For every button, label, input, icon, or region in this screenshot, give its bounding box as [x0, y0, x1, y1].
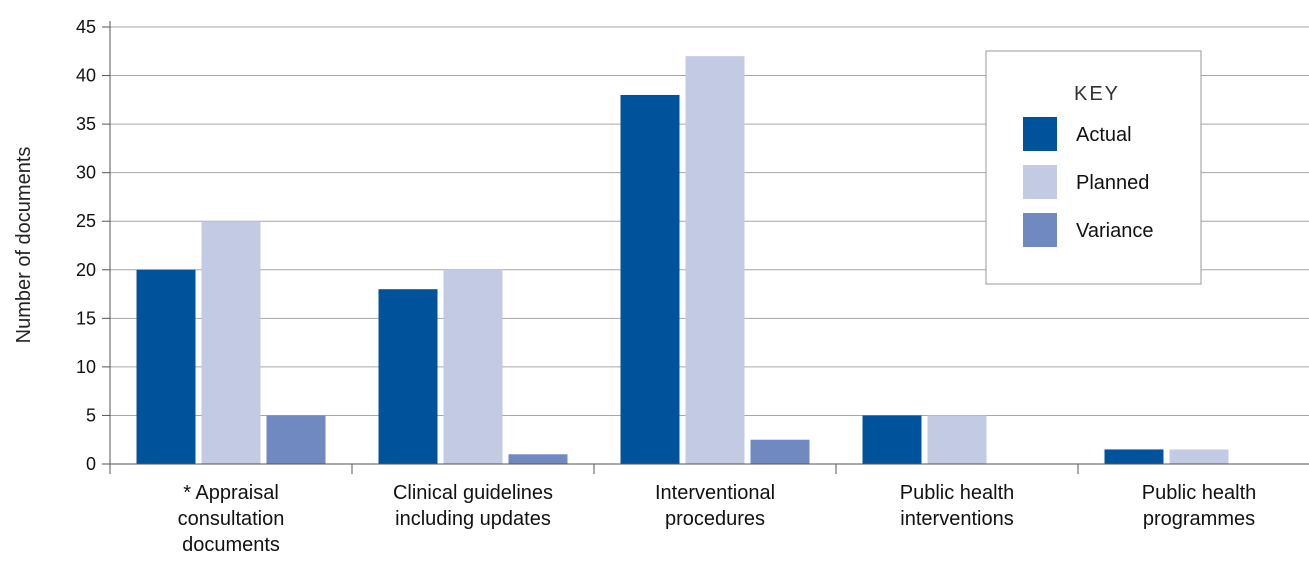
legend-swatch-variance — [1023, 213, 1057, 247]
bar-planned-0 — [201, 221, 261, 464]
x-category-label: including updates — [395, 508, 551, 530]
x-category-label: Public health — [1142, 482, 1257, 504]
bar-actual-0 — [136, 269, 196, 464]
legend-items: Actual Planned Variance — [1023, 117, 1153, 247]
x-category-label: interventions — [900, 508, 1013, 530]
legend-label-variance: Variance — [1076, 220, 1153, 242]
axes — [102, 21, 1309, 474]
bar-actual-1 — [378, 289, 438, 464]
legend-swatch-planned — [1023, 165, 1057, 199]
bar-variance-2 — [750, 439, 810, 464]
y-tick-label: 25 — [76, 211, 96, 231]
x-category-labels: * Appraisal consultation documents Clinical… — [178, 482, 1257, 556]
x-category-label: consultation — [178, 508, 285, 530]
y-tick-label: 5 — [86, 405, 96, 425]
bar-planned-1 — [443, 269, 503, 464]
y-tick-label: 45 — [76, 17, 96, 37]
legend: KEY Actual Planned Variance — [985, 50, 1202, 285]
y-tick-label: 15 — [76, 308, 96, 328]
bar-variance-0 — [266, 415, 326, 464]
legend-title: KEY — [1074, 83, 1120, 105]
x-category-label: Interventional — [655, 482, 775, 504]
x-category-label: Public health — [900, 482, 1015, 504]
bar-actual-2 — [620, 94, 680, 464]
bar-planned-3 — [927, 415, 987, 464]
bars — [136, 56, 1229, 465]
legend-label-actual: Actual — [1076, 124, 1132, 146]
y-tick-label: 0 — [86, 454, 96, 474]
bar-planned-2 — [685, 56, 745, 465]
x-category-label: * Appraisal — [183, 482, 279, 504]
y-tick-label: 35 — [76, 114, 96, 134]
x-category-label: Clinical guidelines — [393, 482, 553, 504]
y-tick-label: 40 — [76, 66, 96, 86]
legend-box — [985, 50, 1202, 285]
bar-actual-3 — [862, 415, 922, 464]
bar-variance-1 — [508, 454, 568, 464]
y-tick-label: 10 — [76, 357, 96, 377]
y-tick-labels: 0 5 10 15 20 25 30 35 40 45 — [76, 17, 96, 474]
legend-label-planned: Planned — [1076, 172, 1149, 194]
x-category-label: documents — [182, 534, 280, 556]
y-tick-label: 30 — [76, 163, 96, 183]
bar-actual-4 — [1104, 449, 1164, 464]
y-tick-label: 20 — [76, 260, 96, 280]
legend-swatch-actual — [1023, 117, 1057, 151]
x-category-label: programmes — [1143, 508, 1255, 530]
y-axis-label: Number of documents — [13, 147, 35, 344]
bar-planned-4 — [1169, 449, 1229, 464]
x-category-label: procedures — [665, 508, 765, 530]
